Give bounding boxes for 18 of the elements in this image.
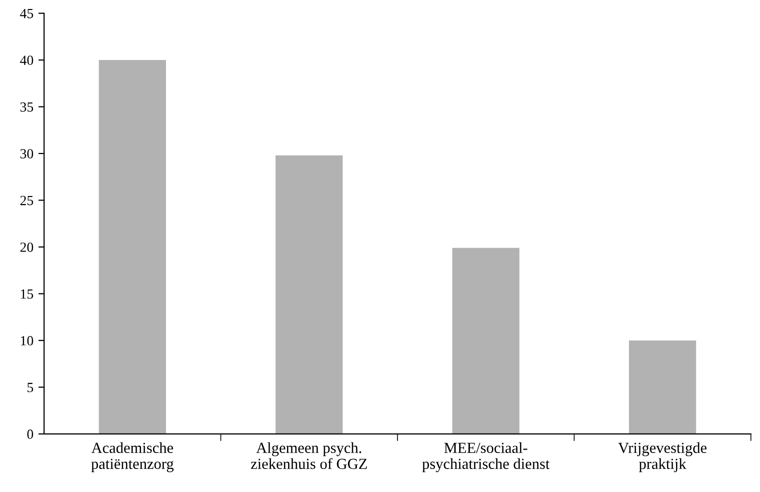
- y-tick-label: 45: [20, 8, 34, 18]
- bar: [276, 155, 343, 434]
- y-tick-label: 20: [20, 242, 34, 252]
- y-tick-label: 0: [27, 430, 34, 439]
- y-tick-label: 30: [20, 149, 34, 158]
- y-tick-label: 35: [20, 102, 34, 112]
- x-tick-label: Vrijgevestigde praktijk: [618, 442, 707, 472]
- y-tick-label: 10: [20, 336, 34, 346]
- y-tick-label: 40: [20, 56, 34, 65]
- bar: [628, 340, 696, 434]
- y-tick-label: 5: [28, 382, 34, 392]
- y-tick-label: 15: [20, 289, 34, 299]
- x-tick-label: Academische patiëntenzorg: [91, 442, 174, 472]
- x-tick-label: MEE/sociaal- psychiatrische dienst: [422, 442, 550, 472]
- bar: [98, 60, 166, 434]
- y-tick-label: 25: [20, 196, 34, 206]
- x-tick-label: Algemeen psych. ziekenhuis of GGZ: [250, 442, 367, 470]
- bar: [452, 248, 520, 434]
